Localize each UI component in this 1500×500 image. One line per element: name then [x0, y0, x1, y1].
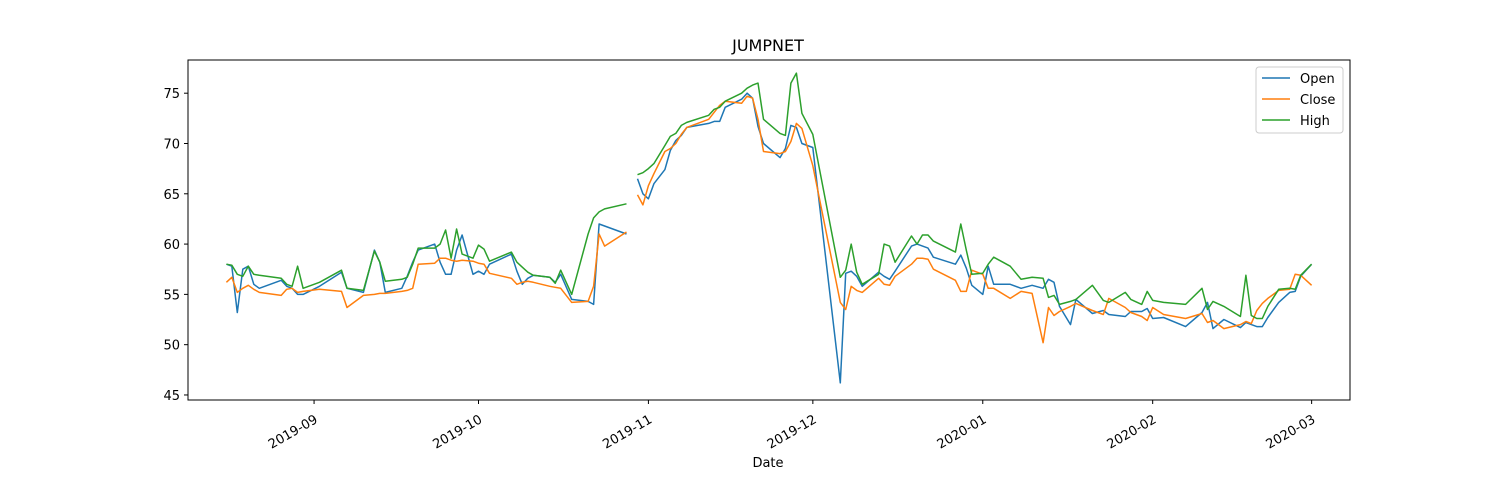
legend-label-high: High [1300, 114, 1330, 129]
chart-title: JUMPNET [731, 36, 804, 55]
legend-box [1255, 66, 1344, 134]
series-line-high [226, 72, 1313, 320]
y-tick-label: 65 [163, 188, 180, 203]
legend: Open Close High [1255, 66, 1344, 134]
series-layer [225, 72, 1313, 384]
y-tick-label: 55 [163, 288, 180, 303]
legend-label-open: Open [1300, 72, 1335, 87]
y-axis: 45 50 55 60 65 70 75 [163, 87, 188, 404]
plot-area [225, 72, 1313, 384]
series-line-close [225, 95, 1313, 344]
y-tick-label: 45 [163, 389, 180, 404]
y-tick-label: 75 [163, 87, 180, 102]
y-tick-label: 50 [163, 339, 180, 354]
y-tick-label: 70 [163, 137, 180, 152]
y-tick-label: 60 [163, 238, 180, 253]
plot-frame [187, 59, 1351, 401]
legend-label-close: Close [1300, 93, 1335, 108]
x-axis-label: Date [752, 456, 783, 471]
